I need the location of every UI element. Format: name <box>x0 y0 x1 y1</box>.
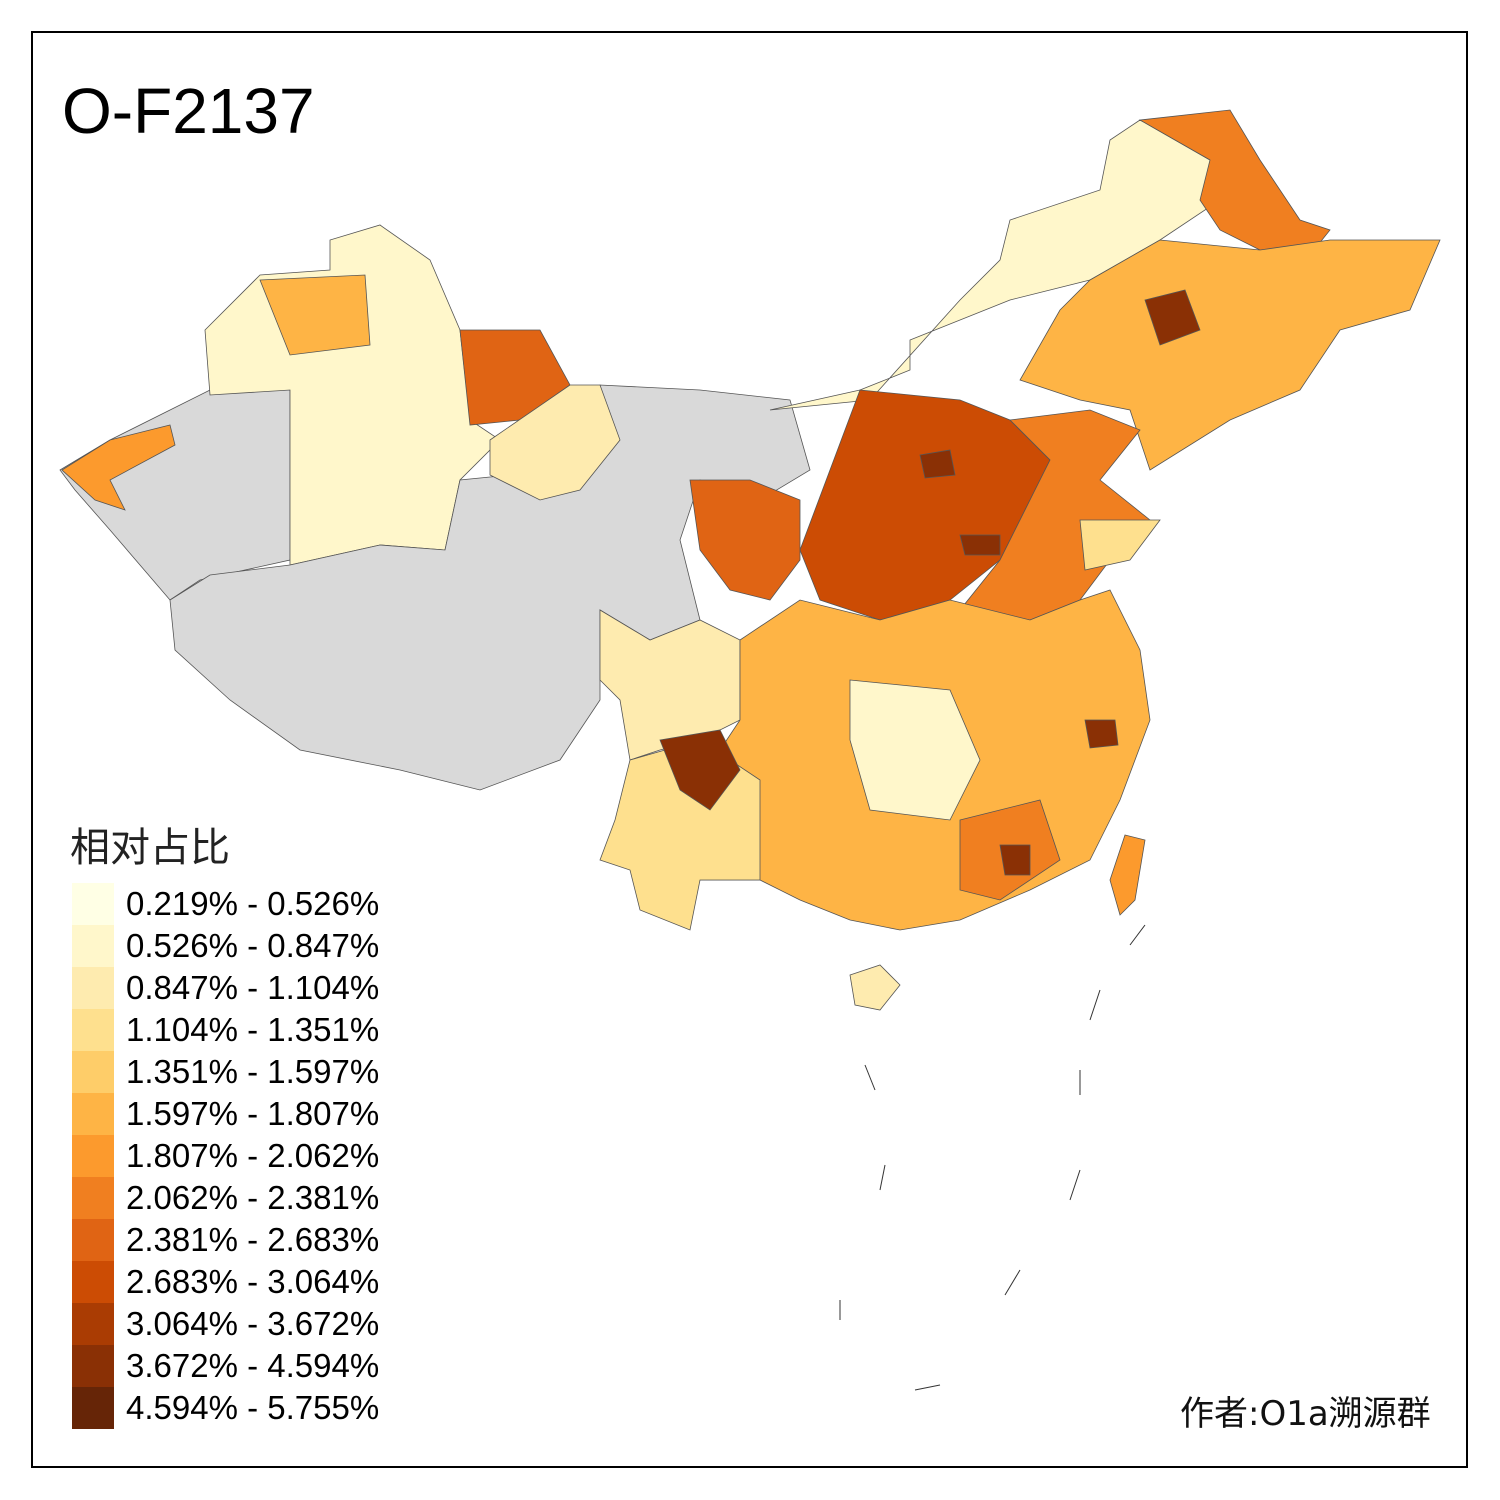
region-taiwan <box>1109 834 1146 916</box>
legend-label: 2.683% - 3.064% <box>126 1263 380 1300</box>
legend-label: 1.351% - 1.597% <box>126 1053 380 1090</box>
legend-swatch <box>72 1219 114 1261</box>
legend-item: 4.594% - 5.755% <box>72 1387 379 1429</box>
legend-swatch <box>72 925 114 967</box>
legend-item: 3.672% - 4.594% <box>72 1345 379 1387</box>
legend-item: 1.807% - 2.062% <box>72 1135 379 1177</box>
legend-swatch <box>72 883 114 925</box>
legend-item: 2.381% - 2.683% <box>72 1219 379 1261</box>
region-shaanxi-shanxi <box>799 389 1051 621</box>
legend-item: 1.351% - 1.597% <box>72 1051 379 1093</box>
region-shanxi-hotspot <box>919 449 956 479</box>
legend-swatch <box>72 1345 114 1387</box>
map-frame <box>31 31 1468 1468</box>
region-gansu-ningxia <box>689 479 801 601</box>
map-title: O-F2137 <box>62 75 315 147</box>
legend-item: 2.062% - 2.381% <box>72 1177 379 1219</box>
south-china-sea-islands <box>839 924 1146 1391</box>
legend-item: 2.683% - 3.064% <box>72 1261 379 1303</box>
legend-label: 1.807% - 2.062% <box>126 1137 380 1174</box>
legend-swatch <box>72 967 114 1009</box>
legend-swatch <box>72 1051 114 1093</box>
region-hainan <box>849 964 901 1011</box>
legend-label: 2.381% - 2.683% <box>126 1221 380 1258</box>
legend-label: 0.219% - 0.526% <box>126 885 380 922</box>
author-credit: 作者:O1a溯源群 <box>1180 1394 1431 1434</box>
legend-item: 0.526% - 0.847% <box>72 925 379 967</box>
legend-swatch <box>72 1177 114 1219</box>
legend-swatch <box>72 1261 114 1303</box>
legend-swatch <box>72 1093 114 1135</box>
region-yunnan-hotspot <box>659 729 741 811</box>
legend-label: 2.062% - 2.381% <box>126 1179 380 1216</box>
legend-label: 1.104% - 1.351% <box>126 1011 380 1048</box>
legend-swatch <box>72 1135 114 1177</box>
legend-item: 3.064% - 3.672% <box>72 1303 379 1345</box>
region-xinjiang-ili <box>259 274 371 356</box>
region-kashgar <box>61 424 176 511</box>
legend-swatch <box>72 1303 114 1345</box>
region-shandong <box>1079 519 1161 571</box>
legend-label: 3.064% - 3.672% <box>126 1305 380 1342</box>
legend-label: 1.597% - 1.807% <box>126 1095 380 1132</box>
legend-swatch <box>72 1009 114 1051</box>
legend-item: 0.847% - 1.104% <box>72 967 379 1009</box>
legend-swatch <box>72 1387 114 1429</box>
region-hunan-jiangxi <box>849 679 981 821</box>
legend-item: 1.104% - 1.351% <box>72 1009 379 1051</box>
region-northeast <box>1019 239 1441 471</box>
legend: 0.219% - 0.526% 0.526% - 0.847% 0.847% - 1… <box>72 883 379 1429</box>
legend-label: 0.847% - 1.104% <box>126 969 380 1006</box>
region-guangdong-hotspot <box>999 844 1031 876</box>
legend-item: 0.219% - 0.526% <box>72 883 379 925</box>
legend-item: 1.597% - 1.807% <box>72 1093 379 1135</box>
legend-label: 3.672% - 4.594% <box>126 1347 380 1384</box>
legend-title: 相对占比 <box>70 825 230 871</box>
region-gansu-west <box>489 384 621 501</box>
region-henan-hotspot <box>959 534 1001 556</box>
region-jilin-hotspot <box>1144 289 1201 346</box>
region-zhejiang-hotspot <box>1084 719 1119 749</box>
legend-label: 0.526% - 0.847% <box>126 927 380 964</box>
legend-label: 4.594% - 5.755% <box>126 1389 380 1426</box>
